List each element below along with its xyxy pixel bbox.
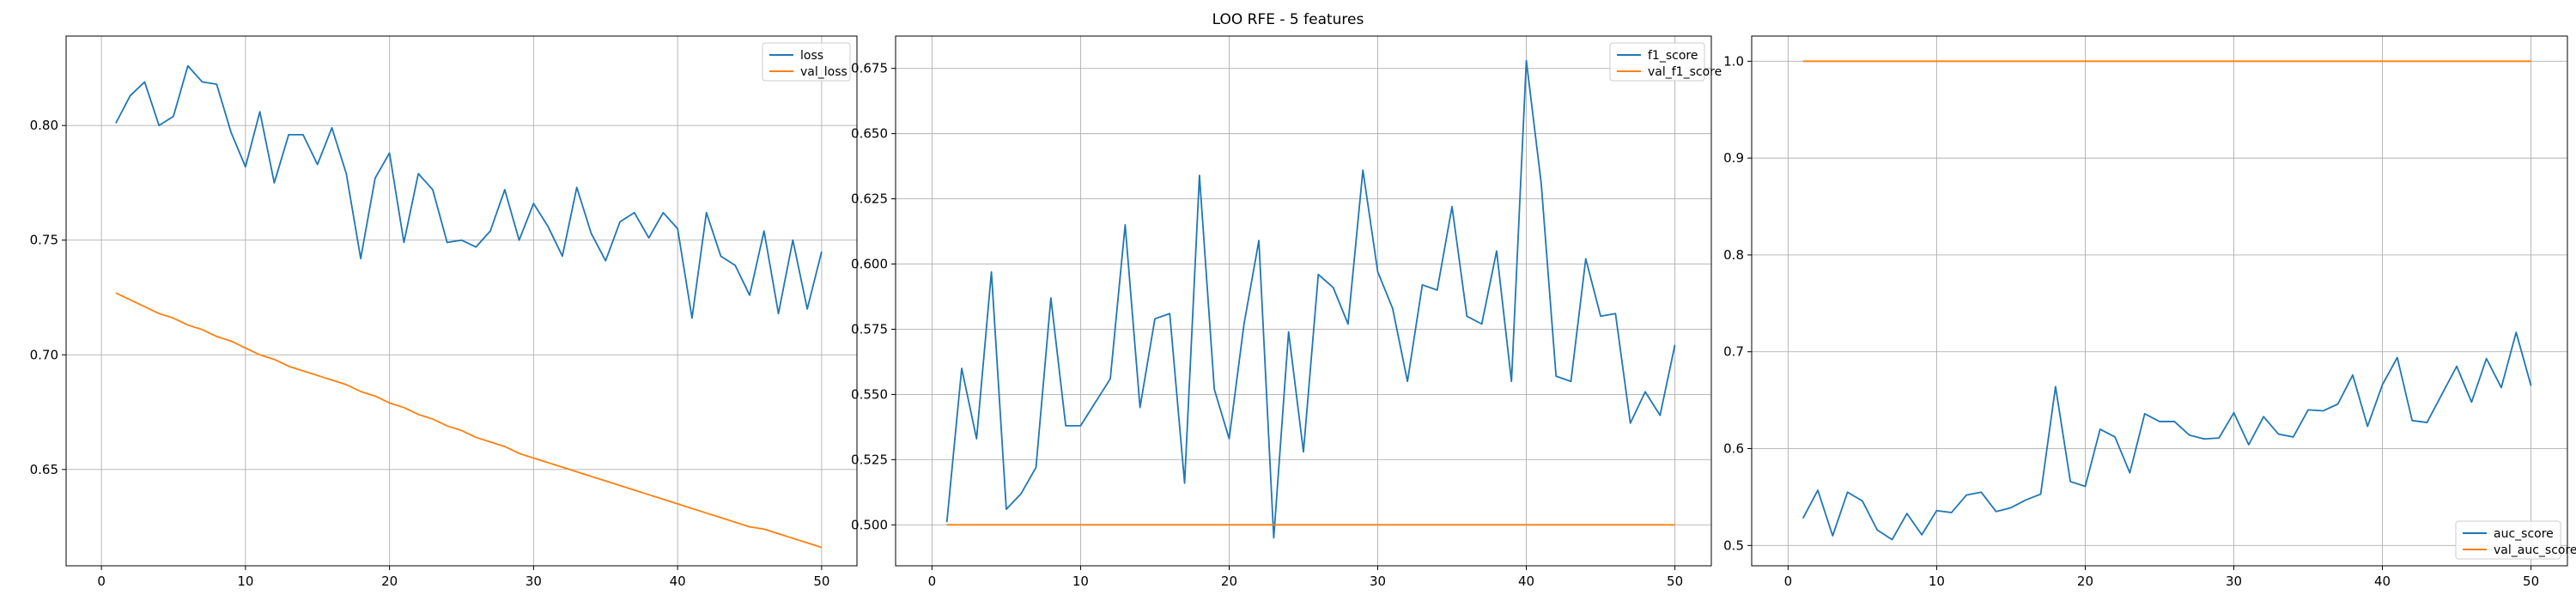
y-tick-label: 0.5 [1723, 537, 1744, 553]
series-line-val_loss [115, 292, 823, 549]
x-tick-label: 40 [1518, 574, 1534, 589]
y-tick-label: 0.6 [1723, 441, 1744, 457]
y-tick-label: 0.75 [30, 233, 58, 248]
x-tick-label: 40 [670, 574, 686, 589]
legend: f1_score val_f1_score [1609, 42, 1722, 82]
x-tick-label: 20 [381, 574, 398, 589]
chart-3: 0 10 20 30 40 50 0.5 0.6 0.7 0.8 0.9 1.0 auc_scoreva… [1723, 35, 2576, 589]
x-tick-label: 50 [2523, 574, 2539, 589]
y-tick-label: 0.650 [851, 126, 888, 142]
x-tick-label: 0 [1784, 574, 1793, 589]
y-tick-label: 0.7 [1723, 344, 1744, 360]
x-tick-label: 50 [1667, 574, 1683, 589]
series-line-auc_score [1801, 331, 2532, 541]
y-tick-label: 0.70 [30, 347, 58, 362]
chart-1: 0 10 20 30 40 50 0.65 0.70 0.75 0.80 loss val_loss [30, 35, 858, 589]
x-tick-label: 40 [2374, 574, 2391, 589]
y-tick-label: 1.0 [1723, 53, 1744, 69]
figure-suptitle: LOO RFE - 5 features [1212, 11, 1364, 28]
x-tick-label: 30 [526, 574, 542, 589]
y-tick-label: 0.675 [851, 61, 888, 76]
series-line-loss [115, 64, 823, 319]
y-tick-label: 0.8 [1723, 247, 1744, 263]
legend-label-val_loss: val_loss [800, 65, 848, 79]
grid [896, 36, 1711, 566]
legend-label-val_f1_score: val_f1_score [1648, 65, 1722, 79]
grid [1752, 36, 2567, 566]
y-tick-label: 0.65 [30, 462, 58, 477]
legend-label-auc_score: auc_score [2494, 527, 2554, 541]
legend-label-f1_score: f1_score [1648, 49, 1698, 63]
legend-label-val_auc_score: val_auc_score [2494, 543, 2576, 557]
x-tick-label: 50 [813, 574, 829, 589]
axes-frame [895, 35, 1712, 567]
x-tick-label: 10 [237, 574, 253, 589]
charts-container: 0 10 20 30 40 500.650.700.750.80lossval_loss0… [30, 35, 2576, 589]
x-tick-label: 10 [1072, 574, 1089, 589]
chart-2: 0 10 20 30 40 50 0.500 0.525 0.550 0.575 0.600 0.62… [851, 35, 1722, 589]
x-tick-label: 10 [1929, 574, 1945, 589]
x-tick-label: 20 [2077, 574, 2093, 589]
legend-label-loss: loss [800, 49, 823, 63]
y-tick-label: 0.80 [30, 118, 58, 133]
y-tick-label: 0.625 [851, 191, 888, 207]
axes-frame [1751, 35, 2568, 567]
y-tick-label: 0.9 [1723, 150, 1744, 166]
y-tick-label: 0.550 [851, 386, 888, 402]
x-tick-label: 0 [97, 574, 106, 589]
x-tick-label: 30 [1370, 574, 1386, 589]
y-tick-label: 0.575 [851, 321, 888, 337]
series-line-f1_score [945, 59, 1676, 539]
axes-frame [65, 35, 858, 567]
x-tick-label: 20 [1221, 574, 1237, 589]
y-tick-label: 0.525 [851, 452, 888, 467]
x-tick-label: 0 [928, 574, 937, 589]
legend: loss val_loss [762, 42, 851, 82]
y-tick-label: 0.600 [851, 257, 888, 272]
x-tick-label: 30 [2226, 574, 2242, 589]
legend: auc_score val_auc_score [2455, 520, 2576, 560]
y-tick-label: 0.500 [851, 517, 888, 532]
